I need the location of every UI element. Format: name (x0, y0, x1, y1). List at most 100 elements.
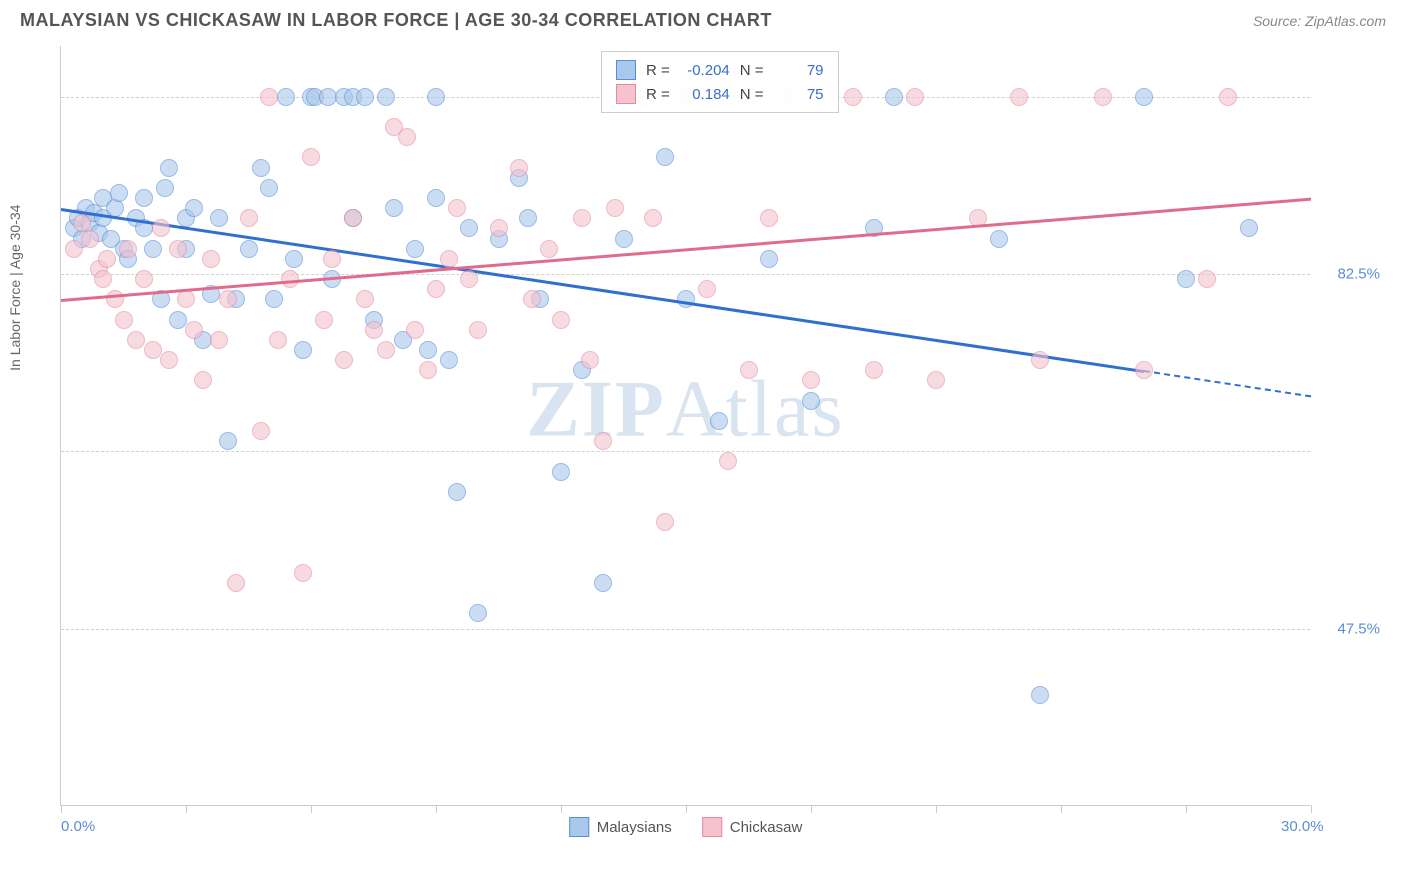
scatter-point (927, 371, 945, 389)
scatter-point (398, 128, 416, 146)
chart-header: MALAYSIAN VS CHICKASAW IN LABOR FORCE | … (0, 0, 1406, 31)
scatter-point (260, 88, 278, 106)
scatter-point (115, 311, 133, 329)
x-tick (436, 805, 437, 813)
scatter-point (302, 148, 320, 166)
scatter-point (252, 422, 270, 440)
scatter-point (356, 290, 374, 308)
legend-swatch (616, 60, 636, 80)
scatter-point (335, 351, 353, 369)
scatter-point (698, 280, 716, 298)
scatter-point (240, 209, 258, 227)
scatter-point (460, 219, 478, 237)
scatter-point (740, 361, 758, 379)
scatter-point (573, 209, 591, 227)
scatter-point (356, 88, 374, 106)
scatter-point (219, 290, 237, 308)
scatter-point (469, 321, 487, 339)
scatter-point (94, 270, 112, 288)
scatter-point (144, 341, 162, 359)
scatter-point (448, 483, 466, 501)
x-tick (561, 805, 562, 813)
scatter-point (427, 189, 445, 207)
scatter-point (152, 219, 170, 237)
x-tick (1311, 805, 1312, 813)
legend-swatch (702, 817, 722, 837)
scatter-point (127, 331, 145, 349)
r-value: 0.184 (680, 86, 730, 103)
stats-row: R =-0.204N =79 (616, 58, 824, 82)
scatter-point (760, 209, 778, 227)
watermark: ZIPAtlas (526, 365, 844, 456)
scatter-point (377, 88, 395, 106)
scatter-point (1135, 88, 1153, 106)
source-attribution: Source: ZipAtlas.com (1253, 13, 1386, 29)
stats-row: R =0.184N =75 (616, 82, 824, 106)
y-tick-label: 82.5% (1320, 266, 1380, 283)
scatter-point (406, 321, 424, 339)
scatter-point (202, 250, 220, 268)
scatter-point (252, 159, 270, 177)
scatter-point (277, 88, 295, 106)
scatter-point (98, 250, 116, 268)
scatter-point (1031, 686, 1049, 704)
x-tick-label: 30.0% (1281, 818, 1324, 835)
x-tick (936, 805, 937, 813)
scatter-point (323, 250, 341, 268)
scatter-point (160, 159, 178, 177)
scatter-point (169, 240, 187, 258)
scatter-point (385, 199, 403, 217)
scatter-point (185, 199, 203, 217)
n-value: 75 (774, 86, 824, 103)
scatter-point (594, 432, 612, 450)
scatter-point (1010, 88, 1028, 106)
legend-item: Chickasaw (702, 817, 803, 837)
r-label: R = (646, 86, 670, 103)
scatter-point (219, 432, 237, 450)
y-axis-label: In Labor Force | Age 30-34 (7, 205, 23, 371)
scatter-point (644, 209, 662, 227)
scatter-point (406, 240, 424, 258)
scatter-point (606, 199, 624, 217)
scatter-point (615, 230, 633, 248)
scatter-point (760, 250, 778, 268)
scatter-point (419, 361, 437, 379)
scatter-point (144, 240, 162, 258)
bottom-legend: Malaysians Chickasaw (569, 817, 803, 837)
x-tick (811, 805, 812, 813)
scatter-point (185, 321, 203, 339)
scatter-point (1219, 88, 1237, 106)
gridline (61, 451, 1310, 452)
scatter-point (552, 463, 570, 481)
scatter-point (81, 230, 99, 248)
scatter-point (710, 412, 728, 430)
stats-legend: R =-0.204N =79R =0.184N =75 (601, 51, 839, 113)
x-tick (686, 805, 687, 813)
scatter-point (227, 574, 245, 592)
y-tick-label: 47.5% (1320, 620, 1380, 637)
scatter-point (656, 513, 674, 531)
scatter-point (448, 199, 466, 217)
scatter-point (802, 392, 820, 410)
chart-container: ZIPAtlas 47.5%82.5%0.0%30.0%R =-0.204N =… (60, 46, 1380, 846)
scatter-point (844, 88, 862, 106)
r-label: R = (646, 62, 670, 79)
x-tick (1186, 805, 1187, 813)
scatter-point (581, 351, 599, 369)
scatter-point (540, 240, 558, 258)
scatter-point (656, 148, 674, 166)
scatter-point (552, 311, 570, 329)
scatter-point (460, 270, 478, 288)
plot-area: ZIPAtlas 47.5%82.5%0.0%30.0%R =-0.204N =… (60, 46, 1310, 806)
scatter-point (169, 311, 187, 329)
scatter-point (269, 331, 287, 349)
x-tick (61, 805, 62, 813)
legend-item: Malaysians (569, 817, 672, 837)
scatter-point (1240, 219, 1258, 237)
scatter-point (510, 159, 528, 177)
scatter-point (344, 209, 362, 227)
scatter-point (469, 604, 487, 622)
scatter-point (160, 351, 178, 369)
n-label: N = (740, 62, 764, 79)
scatter-point (990, 230, 1008, 248)
